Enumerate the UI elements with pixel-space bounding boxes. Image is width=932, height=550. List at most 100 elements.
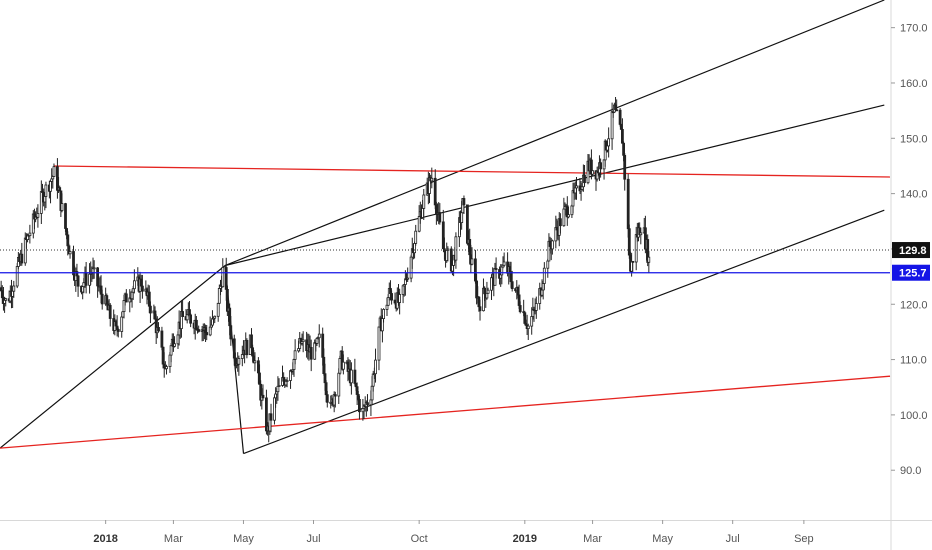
candle-body: [64, 203, 67, 229]
candle: [269, 403, 273, 433]
candle: [140, 274, 144, 299]
candle-body: [293, 350, 297, 360]
candle: [173, 336, 177, 348]
candle: [76, 275, 80, 297]
candle: [518, 301, 522, 314]
y-tick-label: 110.0: [900, 355, 927, 367]
y-tick-label: 120.0: [900, 299, 928, 311]
x-tick-label: Oct: [411, 533, 428, 545]
candle: [599, 158, 602, 178]
candle-body: [309, 346, 313, 360]
candle-body: [100, 293, 104, 305]
candle-body: [4, 298, 8, 301]
candle-body: [623, 154, 627, 180]
time-axis[interactable]: 2018 Mar May Jul Oct 2019 Mar May Jul Sep: [93, 520, 814, 545]
candle-body: [253, 360, 257, 364]
candle-body: [60, 203, 64, 211]
candle: [301, 331, 305, 353]
candle: [406, 267, 410, 282]
candle-body: [377, 326, 381, 361]
candle: [44, 181, 48, 209]
candle-body: [333, 394, 337, 397]
x-tick-label: 2018: [93, 533, 117, 545]
candle-body: [374, 359, 377, 375]
support-level-tag-box: [892, 264, 930, 281]
candle: [36, 204, 40, 228]
candle: [478, 299, 482, 321]
candle-body: [486, 289, 490, 294]
candle-body: [575, 185, 578, 189]
candle: [12, 280, 16, 298]
candle-body: [510, 281, 514, 290]
candle-body: [325, 394, 329, 403]
candle-body: [84, 272, 88, 286]
candle: [526, 323, 530, 340]
candle: [181, 300, 185, 317]
candle-body: [621, 128, 624, 144]
candle-body: [52, 166, 56, 177]
x-tick-label: Sep: [794, 533, 814, 545]
candle-body: [591, 170, 594, 175]
candle-body: [502, 261, 506, 266]
candle-body: [607, 138, 610, 147]
candle: [377, 326, 381, 371]
candle-body: [197, 329, 201, 332]
candle-body: [213, 315, 217, 319]
candle-body: [341, 361, 345, 370]
candle-body: [462, 198, 466, 206]
candle: [157, 322, 160, 333]
candle-body: [483, 287, 487, 295]
candle: [353, 358, 357, 386]
y-tick-label: 140.0: [900, 189, 928, 201]
candle-body: [583, 174, 586, 184]
candle: [366, 394, 369, 412]
channel-middle-line: [224, 104, 885, 267]
candle: [285, 377, 289, 388]
candle: [615, 99, 619, 112]
candle-body: [221, 267, 225, 288]
candle: [237, 355, 241, 376]
x-tick-label: Mar: [164, 533, 183, 545]
y-tick-label: 150.0: [900, 133, 928, 145]
candle: [4, 297, 8, 307]
x-tick-label: Jul: [726, 533, 740, 545]
candle-body: [116, 329, 120, 332]
candle-body: [627, 228, 631, 256]
candle: [253, 352, 257, 372]
candle-body: [438, 212, 442, 223]
candle-body: [28, 232, 32, 237]
candle-body: [108, 304, 112, 319]
candle-body: [366, 402, 369, 406]
candle: [494, 257, 498, 279]
candle: [277, 378, 281, 387]
candle-body: [551, 240, 554, 250]
candle: [189, 313, 193, 328]
candle: [20, 242, 24, 266]
candle-body: [169, 345, 173, 356]
x-tick-label: Jul: [306, 533, 320, 545]
last-price-tag: 129.8: [892, 242, 930, 259]
support-level-tag-label: 125.7: [899, 268, 927, 280]
candle: [639, 227, 643, 245]
candle: [607, 127, 610, 158]
candle: [382, 308, 386, 323]
candle-body: [542, 267, 546, 284]
x-tick-label: May: [652, 533, 673, 545]
candle-body: [36, 213, 40, 218]
candle: [52, 163, 56, 177]
candle: [64, 202, 67, 232]
candle: [559, 213, 562, 234]
candle-body: [349, 369, 353, 384]
candle: [575, 177, 578, 200]
candle: [631, 260, 635, 273]
candle-body: [92, 267, 96, 270]
candle-body: [494, 268, 498, 270]
candle: [486, 287, 490, 294]
x-tick-label: Mar: [583, 533, 602, 545]
candle-body: [277, 384, 281, 387]
candle-body: [237, 358, 241, 365]
candle-body: [160, 330, 164, 348]
candle-body: [229, 325, 233, 340]
candle: [100, 289, 104, 310]
